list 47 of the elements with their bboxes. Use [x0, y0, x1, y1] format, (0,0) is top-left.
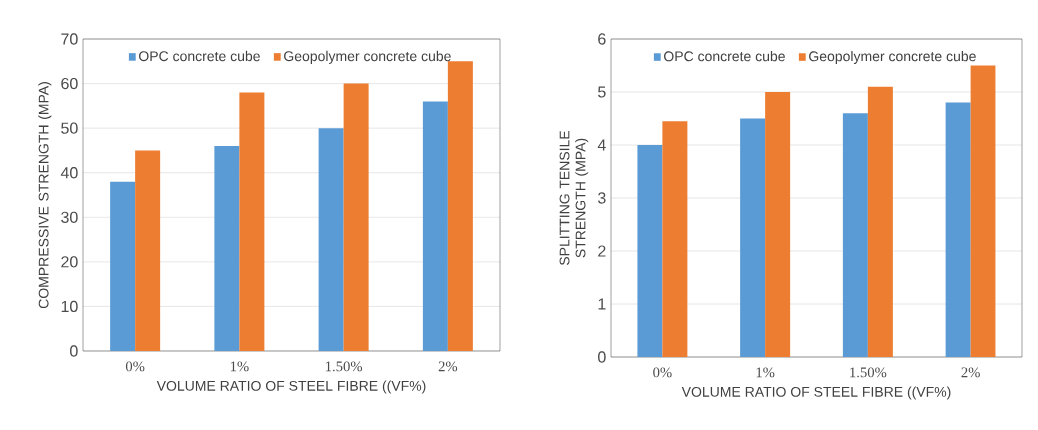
bar: [662, 121, 688, 357]
y-tick-label: 0: [598, 351, 606, 363]
bar: [239, 92, 265, 351]
bar: [214, 145, 240, 351]
y-tick-label: 70: [61, 33, 78, 45]
bar: [422, 101, 448, 351]
y-tick-label: 60: [61, 77, 78, 90]
bar: [842, 113, 868, 357]
legend-label: OPC concrete cube: [664, 50, 785, 62]
bar: [970, 65, 996, 357]
y-tick-label: 2: [598, 245, 606, 257]
y-tick-label: 50: [61, 122, 78, 134]
y-tick-label: 30: [61, 211, 78, 223]
legend-label: OPC concrete cube: [139, 50, 260, 62]
y-tick-label: 5: [598, 86, 606, 98]
y-tick-label: 0: [70, 345, 78, 357]
bar: [765, 92, 791, 357]
bar: [110, 181, 136, 351]
x-tick-label: 2%: [961, 367, 980, 378]
bar: [318, 128, 344, 351]
x-tick-label: 1.50%: [325, 361, 363, 372]
bar: [945, 102, 971, 357]
y-axis-title: COMPRESSIVE STRENGTH (MPA): [38, 82, 52, 309]
bar: [740, 118, 766, 357]
legend-label: Geopolymer concrete cube: [284, 50, 451, 64]
x-axis-title: VOLUME RATIO OF STEEL FIBRE ((VF%): [156, 380, 426, 394]
x-tick-label: 0%: [125, 361, 145, 372]
y-tick-label: 20: [61, 256, 78, 268]
y-tick-label: 6: [598, 33, 606, 45]
y-tick-label: 10: [61, 300, 78, 313]
x-tick-label: 1%: [756, 367, 775, 378]
bar: [343, 83, 369, 351]
x-axis-title: VOLUME RATIO OF STEEL FIBRE ((VF%): [681, 386, 951, 400]
y-tick-label: 40: [60, 167, 78, 179]
bar: [867, 86, 893, 357]
y-tick-label: 4: [597, 139, 606, 151]
bar: [135, 150, 161, 351]
y-tick-label: 3: [598, 192, 606, 204]
x-tick-label: 0%: [653, 367, 672, 378]
legend-label: Geopolymer concrete cube: [809, 50, 976, 65]
y-tick-label: 1: [598, 298, 606, 310]
x-tick-label: 1%: [230, 361, 249, 372]
x-tick-label: 1.50%: [850, 367, 887, 378]
y-axis-title: SPLITTING TENSILE STRENGTH (MPA): [559, 130, 589, 266]
bar: [637, 145, 663, 357]
x-tick-label: 2%: [438, 361, 458, 372]
bar: [447, 61, 473, 351]
